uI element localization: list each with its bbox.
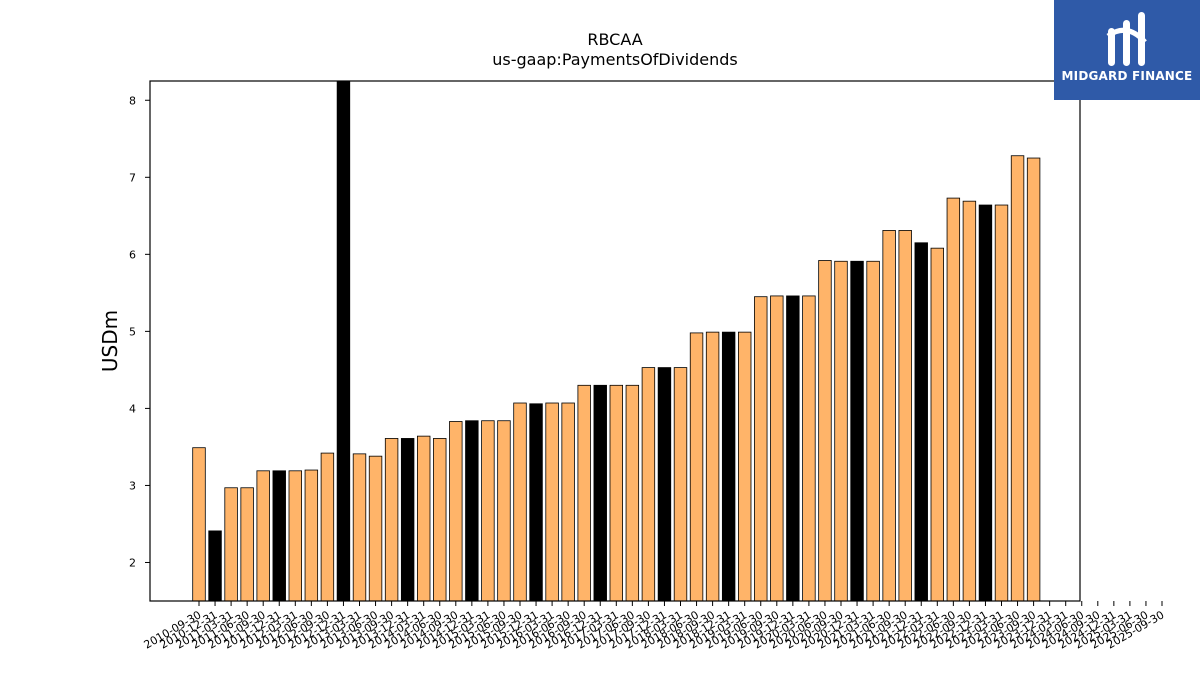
bar	[994, 204, 1009, 602]
bar	[786, 295, 800, 602]
brand-name: MIDGARD FINANCE	[1061, 69, 1193, 83]
y-axis: 2 3 4 5 6 7 8	[129, 94, 150, 569]
bar	[352, 453, 367, 602]
bar	[384, 438, 399, 602]
bar	[850, 260, 864, 602]
bar	[818, 260, 832, 602]
bar	[657, 367, 672, 602]
x-axis: 2010-09-302010-12-312011-03-312011-06-30…	[142, 601, 1167, 652]
bar	[224, 487, 238, 602]
y-tick-label: 6	[129, 248, 136, 261]
bar	[609, 384, 624, 602]
bar	[288, 470, 303, 602]
brand-logo: MIDGARD FINANCE	[1054, 0, 1200, 100]
bar	[1026, 157, 1041, 602]
bar	[754, 296, 768, 602]
y-tick-label: 2	[129, 556, 136, 569]
bar	[705, 331, 720, 602]
bar	[497, 420, 511, 602]
y-tick-label: 5	[129, 325, 136, 338]
bar	[689, 332, 704, 602]
bar	[192, 447, 206, 602]
bar	[416, 435, 431, 602]
y-tick-label: 7	[129, 171, 136, 184]
chart-subtitle: us-gaap:PaymentsOfDividends	[492, 50, 738, 69]
y-tick-label: 8	[129, 94, 136, 107]
bar	[561, 402, 575, 602]
bar	[465, 420, 479, 602]
bar	[449, 421, 463, 602]
y-tick-label: 3	[129, 479, 136, 492]
bar	[545, 402, 559, 602]
bar	[721, 331, 736, 602]
bar	[272, 470, 286, 602]
plot-frame	[149, 80, 1081, 602]
bar	[898, 230, 912, 602]
bar	[513, 402, 527, 602]
bar	[802, 295, 816, 602]
bar	[593, 384, 607, 602]
bar	[770, 295, 784, 602]
bar	[320, 452, 335, 602]
bar	[336, 80, 351, 602]
bar	[304, 469, 319, 602]
bar	[1010, 155, 1025, 602]
bars-layer	[192, 80, 1041, 602]
bar	[866, 260, 880, 602]
bar	[625, 384, 640, 602]
bar	[914, 242, 928, 602]
bar	[256, 470, 270, 602]
chart-title: RBCAA	[587, 30, 643, 49]
bar	[240, 487, 254, 602]
bar	[400, 438, 415, 602]
bar	[368, 455, 383, 602]
bar	[882, 230, 896, 602]
bar	[834, 260, 848, 602]
bar	[577, 384, 591, 602]
bar	[946, 197, 961, 602]
bar	[529, 403, 543, 602]
bar	[433, 438, 447, 602]
bar	[673, 367, 688, 602]
bar	[481, 420, 495, 602]
bar	[738, 331, 752, 602]
bar	[978, 204, 993, 602]
bar	[641, 367, 656, 602]
y-tick-label: 4	[129, 402, 136, 415]
midgard-logo-icon	[1106, 12, 1147, 66]
bar	[930, 247, 945, 602]
bar	[962, 200, 977, 602]
y-axis-label: USDm	[98, 310, 122, 372]
bar	[208, 530, 222, 602]
